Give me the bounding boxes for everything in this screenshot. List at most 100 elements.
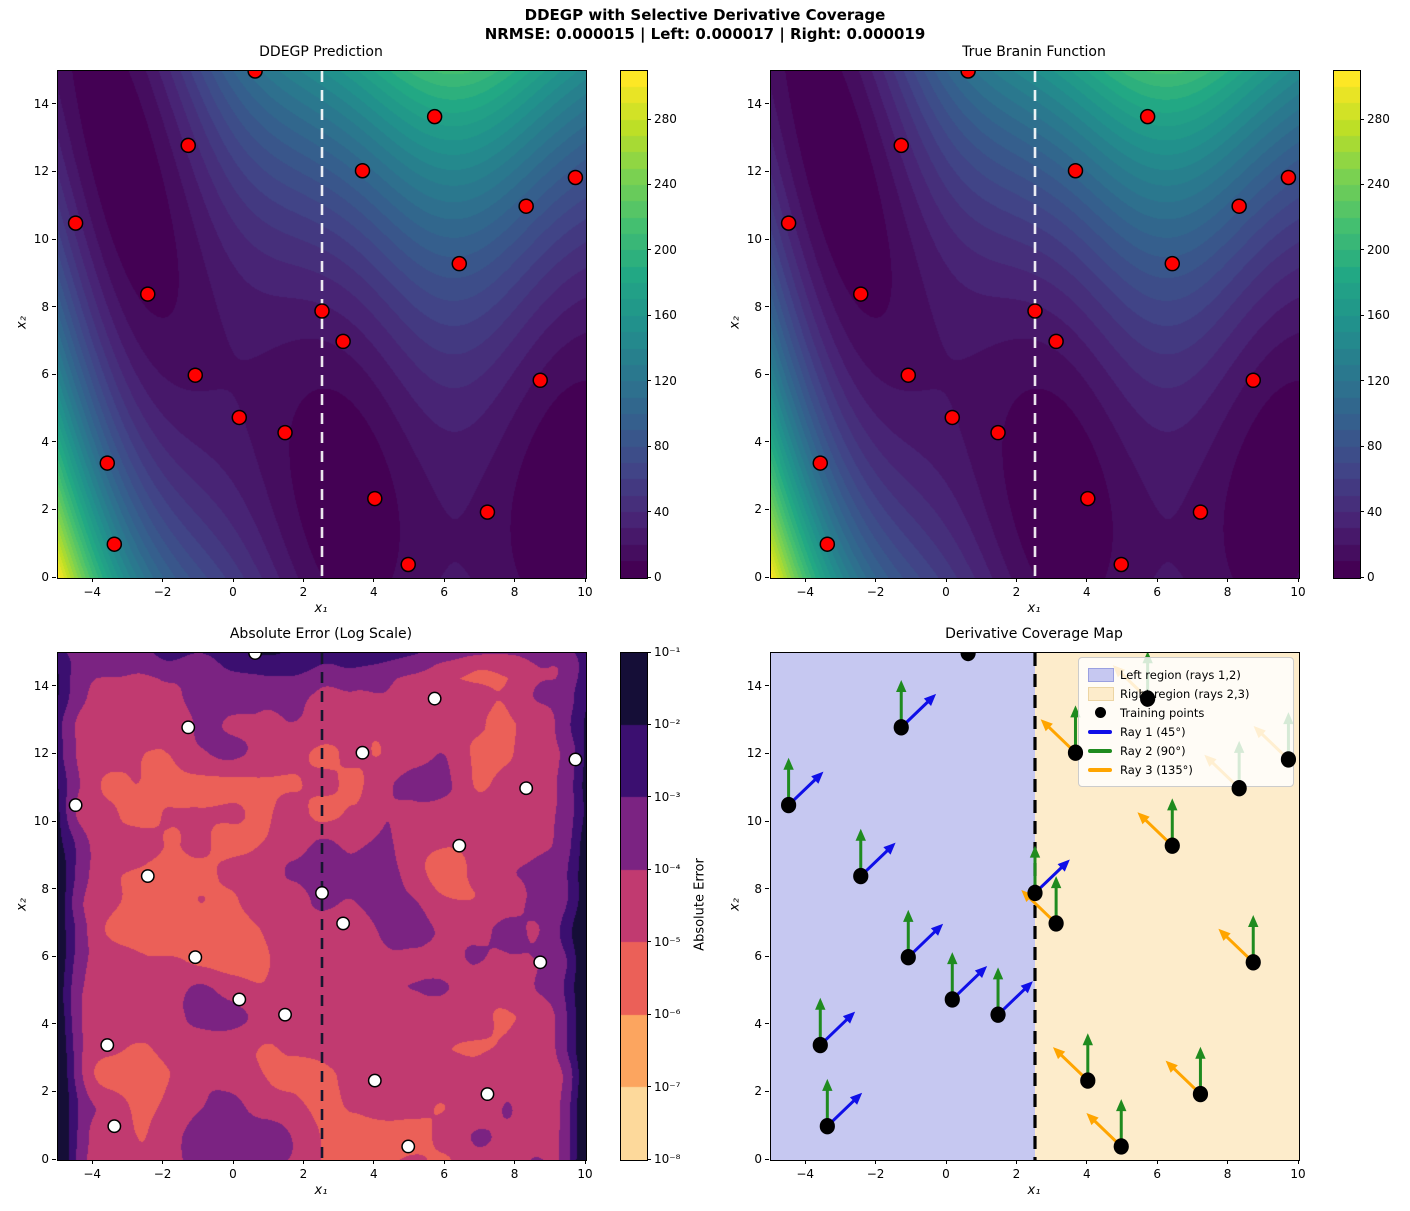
legend-label: Ray 2 (90°) bbox=[1120, 743, 1186, 758]
colorbar-tick-label: 80 bbox=[1367, 439, 1383, 454]
ray-arrowhead bbox=[855, 828, 866, 841]
y-tick-mark bbox=[765, 1090, 769, 1092]
y-tick-mark bbox=[765, 103, 769, 105]
training-point bbox=[336, 916, 351, 931]
colorbar-tick-label: 10⁻³ bbox=[654, 789, 681, 804]
y-tick-mark bbox=[765, 373, 769, 375]
y-tick-label: 12 bbox=[33, 164, 49, 179]
colorbar-tick-label: 0 bbox=[654, 570, 662, 584]
colorbar-tick-label: 10⁻⁴ bbox=[654, 862, 681, 877]
x-tick-mark bbox=[804, 578, 806, 582]
training-point bbox=[452, 838, 467, 853]
colorbar-tick-label: 10⁻⁷ bbox=[654, 1079, 681, 1094]
true-function-colorbar bbox=[1333, 70, 1361, 579]
viridis-colorbar-canvas bbox=[1334, 71, 1360, 578]
training-point bbox=[106, 536, 123, 552]
legend-item: Ray 3 (135°) bbox=[1088, 760, 1284, 779]
training-point bbox=[1113, 556, 1129, 573]
legend-item: Right region (rays 2,3) bbox=[1088, 684, 1284, 703]
training-point bbox=[990, 424, 1006, 441]
ray-arrowhead bbox=[883, 842, 896, 855]
x-tick-mark bbox=[1015, 578, 1017, 582]
ray-arrow-shaft bbox=[859, 846, 892, 878]
colorbar-tick-mark bbox=[647, 511, 651, 513]
ray-arrow-shaft bbox=[1222, 932, 1255, 964]
colorbar-tick-mark bbox=[1360, 511, 1364, 513]
y-tick-mark bbox=[765, 170, 769, 172]
ray-arrowhead bbox=[974, 965, 988, 979]
ray-arrowhead bbox=[1116, 1099, 1127, 1112]
training-point bbox=[1067, 162, 1084, 179]
training-point bbox=[335, 333, 351, 350]
training-point bbox=[479, 504, 496, 520]
training-point bbox=[893, 137, 909, 154]
ray-arrow-shaft bbox=[826, 1096, 859, 1128]
y-tick-label: 12 bbox=[746, 746, 762, 761]
x-tick-mark bbox=[373, 578, 375, 582]
y-tick-mark bbox=[52, 441, 56, 443]
prediction-plot-title: DDEGP Prediction bbox=[259, 44, 383, 60]
training-point bbox=[568, 752, 583, 767]
ray-arrowhead bbox=[811, 771, 824, 784]
x-tick-label: 8 bbox=[510, 585, 519, 599]
abs-error-overlay bbox=[68, 653, 583, 1160]
x-tick-label: 10 bbox=[577, 1167, 593, 1181]
x-tick-label: 2 bbox=[299, 585, 308, 599]
x-tick-label: −4 bbox=[796, 585, 815, 599]
y-tick-mark bbox=[765, 820, 769, 822]
prediction-xaxis-label: x₁ bbox=[314, 601, 328, 616]
y-tick-mark bbox=[52, 820, 56, 822]
training-point bbox=[1164, 255, 1181, 272]
legend-label: Right region (rays 2,3) bbox=[1120, 686, 1250, 701]
y-tick-mark bbox=[765, 685, 769, 687]
colorbar-tick-label: 40 bbox=[654, 504, 670, 519]
colorbar-tick-label: 160 bbox=[1367, 308, 1390, 323]
x-tick-label: 4 bbox=[1082, 585, 1091, 599]
training-point bbox=[247, 71, 263, 79]
y-tick-mark bbox=[52, 955, 56, 957]
ray-arrowhead bbox=[1057, 859, 1070, 872]
left-region bbox=[771, 653, 1035, 1160]
x-tick-mark bbox=[1297, 578, 1299, 582]
training-point bbox=[1280, 169, 1297, 186]
ray-arrowhead bbox=[903, 909, 914, 922]
patch-swatch bbox=[1088, 667, 1114, 682]
training-point bbox=[400, 556, 416, 573]
error-colorbar bbox=[620, 652, 648, 1161]
ray-arrowhead bbox=[896, 680, 907, 693]
colorbar-tick-label: 200 bbox=[1367, 242, 1390, 257]
ray-arrow-shaft bbox=[1090, 1116, 1123, 1148]
x-tick-label: 10 bbox=[577, 585, 593, 599]
training-point bbox=[140, 286, 156, 302]
legend-item: Left region (rays 1,2) bbox=[1088, 665, 1284, 684]
legend-label: Ray 3 (135°) bbox=[1120, 762, 1193, 777]
training-point bbox=[314, 303, 330, 319]
ray-arrowhead bbox=[1040, 719, 1053, 732]
coverage-legend: Left region (rays 1,2) Right region (rays… bbox=[1078, 657, 1294, 787]
training-point bbox=[180, 137, 196, 154]
colorbar-tick-label: 120 bbox=[1367, 373, 1390, 388]
colorbar-tick-label: 200 bbox=[654, 242, 677, 257]
training-point bbox=[278, 1007, 292, 1022]
y-tick-mark bbox=[52, 508, 56, 510]
training-point bbox=[355, 745, 370, 760]
colorbar-tick-mark bbox=[647, 249, 651, 251]
figure-title-line2: NRMSE: 0.000015 | Left: 0.000017 | Right… bbox=[484, 25, 926, 43]
x-tick-mark bbox=[302, 1160, 304, 1164]
colorbar-tick-mark bbox=[647, 1013, 651, 1015]
x-tick-mark bbox=[804, 1160, 806, 1164]
x-tick-label: 0 bbox=[229, 1167, 237, 1181]
training-point bbox=[231, 409, 248, 426]
true-function-plot bbox=[770, 70, 1300, 579]
colorbar-tick-label: 160 bbox=[654, 308, 677, 323]
y-tick-mark bbox=[765, 888, 769, 890]
training-point bbox=[1048, 333, 1064, 350]
x-tick-label: −4 bbox=[83, 585, 102, 599]
x-tick-mark bbox=[584, 1160, 586, 1164]
coverage-xaxis-label: x₁ bbox=[1027, 1183, 1041, 1198]
figure-title-line1: DDEGP with Selective Derivative Coverage bbox=[524, 6, 886, 24]
x-tick-mark bbox=[443, 1160, 445, 1164]
y-tick-label: 8 bbox=[754, 299, 762, 314]
colorbar-tick-label: 10⁻⁸ bbox=[654, 1152, 681, 1166]
